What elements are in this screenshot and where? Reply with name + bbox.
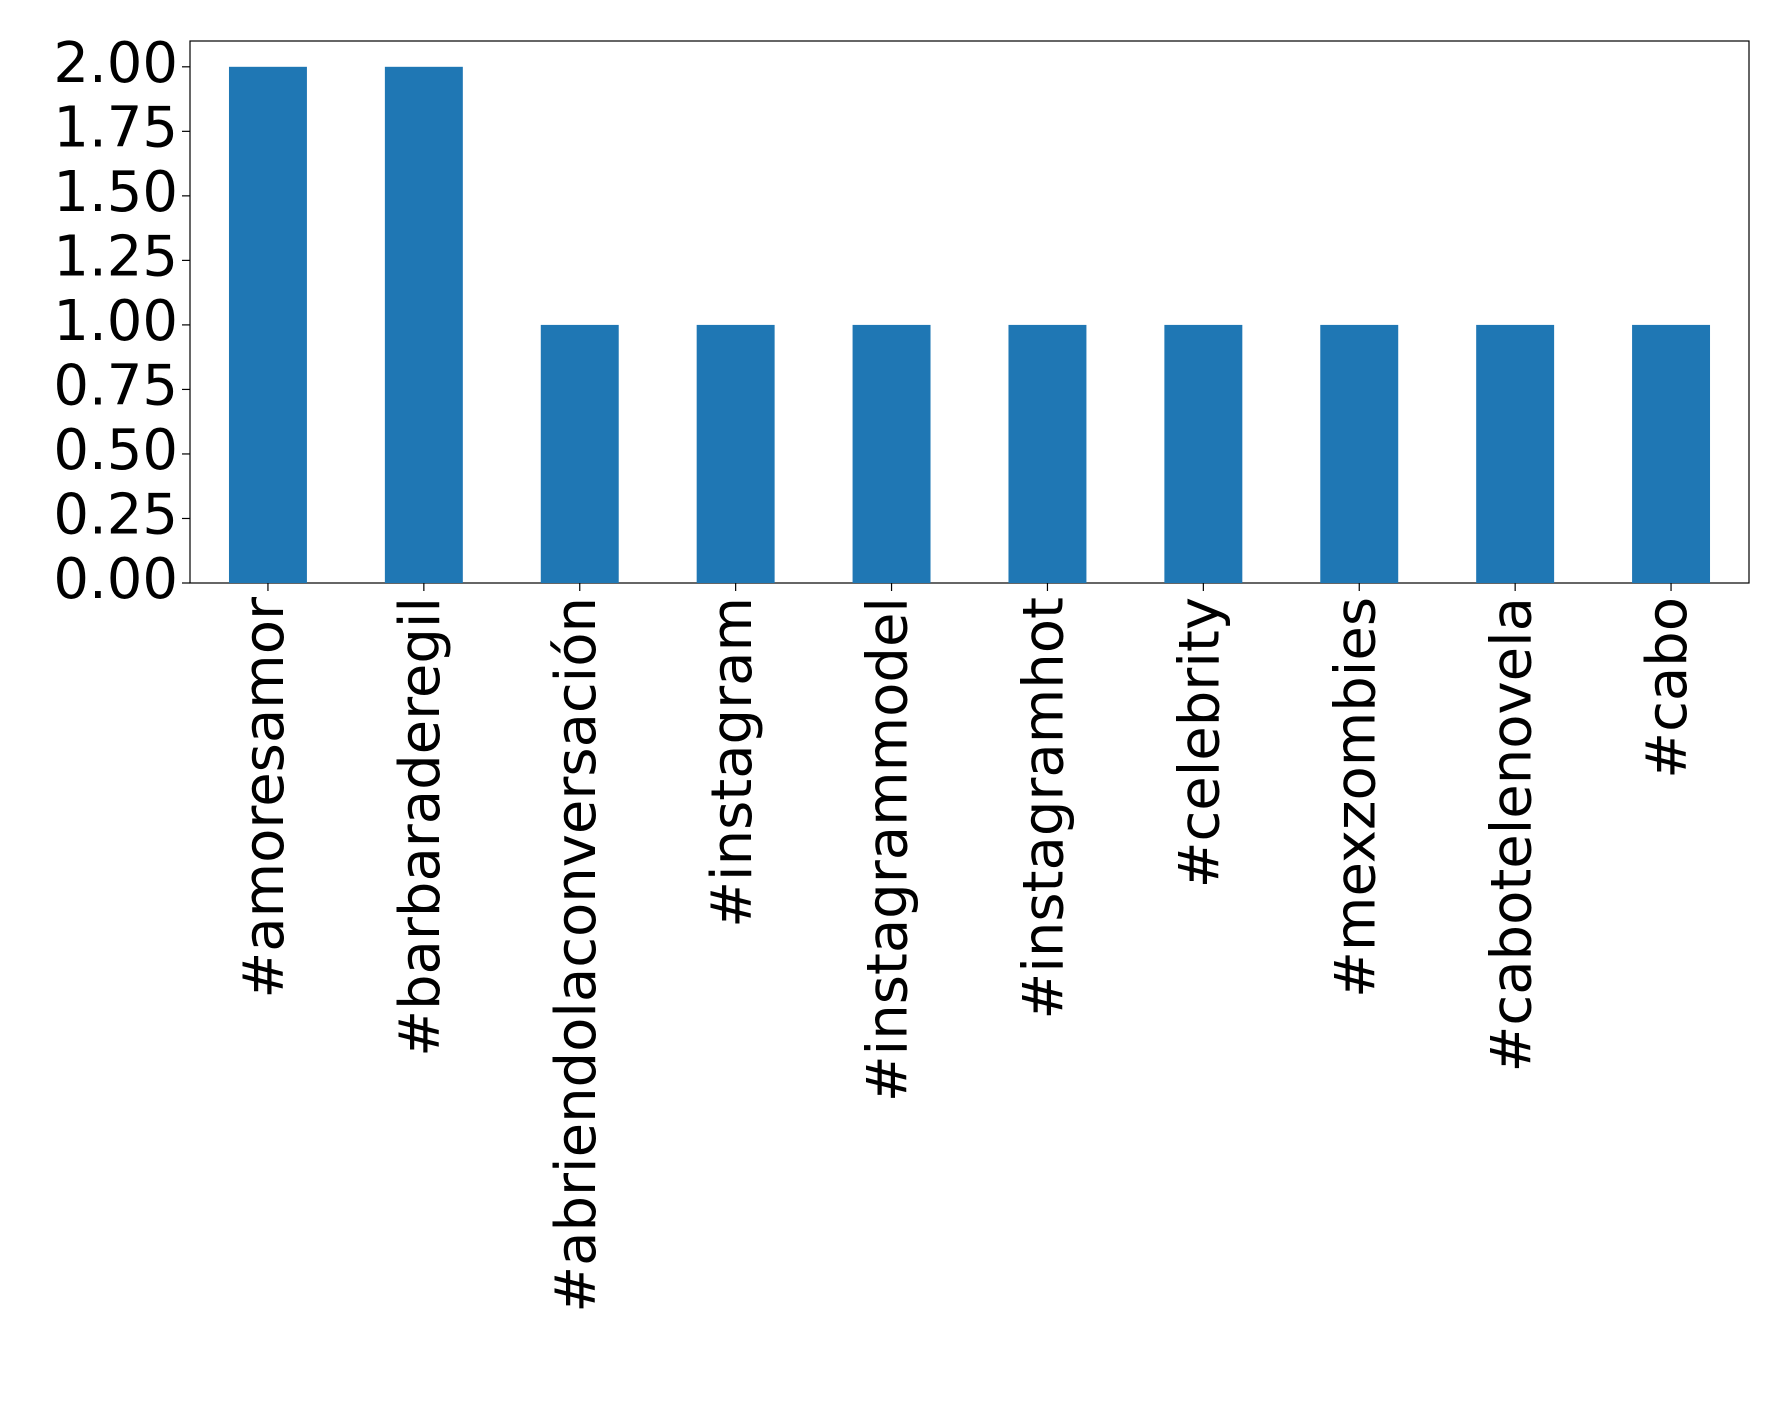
y-tick-label: 1.00 <box>53 289 178 354</box>
y-tick-label: 2.00 <box>53 31 178 96</box>
bar <box>1632 324 1711 583</box>
bar <box>228 66 307 584</box>
y-tick-label: 0.50 <box>53 418 178 483</box>
bar <box>1320 324 1399 583</box>
x-tick-label: #mexzombies <box>1323 597 1388 998</box>
bar <box>1164 324 1243 583</box>
y-tick-label: 1.25 <box>53 225 178 290</box>
bar <box>384 66 463 584</box>
bar <box>540 324 619 583</box>
y-tick-label: 0.75 <box>53 354 178 419</box>
y-tick-label: 1.75 <box>53 95 178 160</box>
bar <box>1476 324 1555 583</box>
x-tick-label: #celebrity <box>1167 597 1232 888</box>
x-tick-label: #instagrammodel <box>856 597 921 1102</box>
x-tick-label: #instagram <box>700 597 765 928</box>
x-tick-label: #abriendolaconversación <box>544 597 609 1313</box>
x-tick-label: #cabotelenovela <box>1479 597 1544 1072</box>
x-tick-label: #barbaraderegil <box>388 597 453 1057</box>
bar <box>852 324 931 583</box>
x-tick-label: #cabo <box>1635 597 1700 779</box>
bar <box>696 324 775 583</box>
y-tick-label: 1.50 <box>53 160 178 225</box>
y-tick-label: 0.00 <box>53 547 178 612</box>
plot-frame <box>189 40 1750 584</box>
x-tick-label: #instagramhot <box>1012 597 1077 1020</box>
y-tick-label: 0.25 <box>53 483 178 548</box>
bar <box>1008 324 1087 583</box>
x-tick-label: #amoresamor <box>232 596 297 999</box>
